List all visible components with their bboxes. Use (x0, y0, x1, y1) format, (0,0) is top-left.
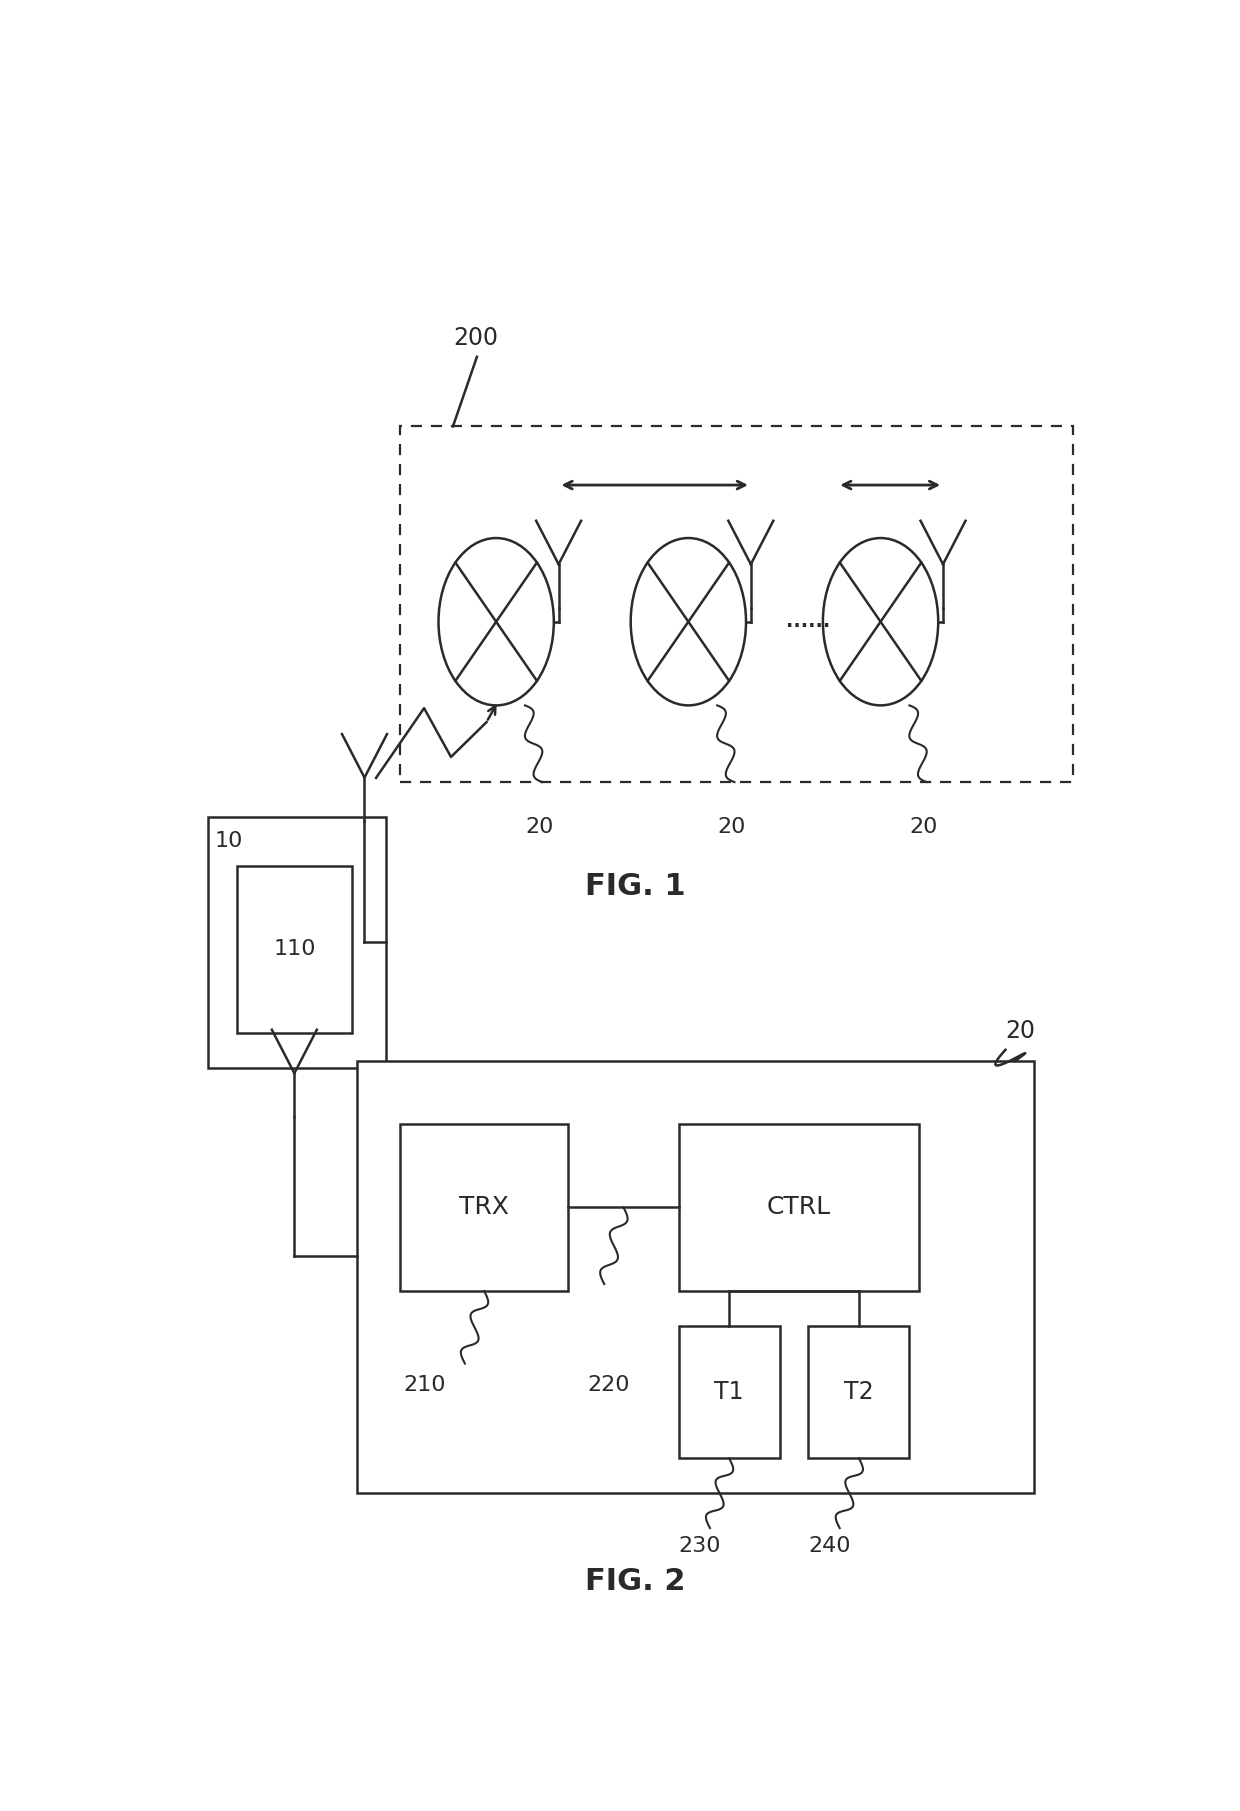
Text: 110: 110 (273, 940, 316, 960)
Text: 220: 220 (588, 1375, 630, 1394)
Text: 240: 240 (808, 1536, 851, 1556)
Text: 10: 10 (215, 831, 243, 851)
Text: T1: T1 (714, 1380, 744, 1404)
Text: 20: 20 (1006, 1020, 1035, 1043)
Text: 230: 230 (678, 1536, 722, 1556)
Bar (237, 866, 352, 1032)
Bar (357, 1061, 1034, 1494)
Text: 20: 20 (717, 817, 745, 837)
Text: ......: ...... (786, 612, 831, 632)
Text: CTRL: CTRL (766, 1195, 831, 1219)
Text: 20: 20 (525, 817, 553, 837)
Text: FIG. 2: FIG. 2 (585, 1567, 686, 1595)
Text: 210: 210 (403, 1375, 445, 1394)
Text: 200: 200 (453, 326, 498, 350)
Bar (208, 817, 386, 1068)
Bar (401, 1123, 568, 1291)
Bar (808, 1326, 909, 1458)
Text: TRX: TRX (459, 1195, 510, 1219)
Text: T2: T2 (844, 1380, 874, 1404)
Bar (401, 426, 1073, 782)
Text: 20: 20 (909, 817, 937, 837)
Text: FIG. 1: FIG. 1 (585, 873, 686, 902)
Bar (678, 1123, 919, 1291)
Bar (678, 1326, 780, 1458)
